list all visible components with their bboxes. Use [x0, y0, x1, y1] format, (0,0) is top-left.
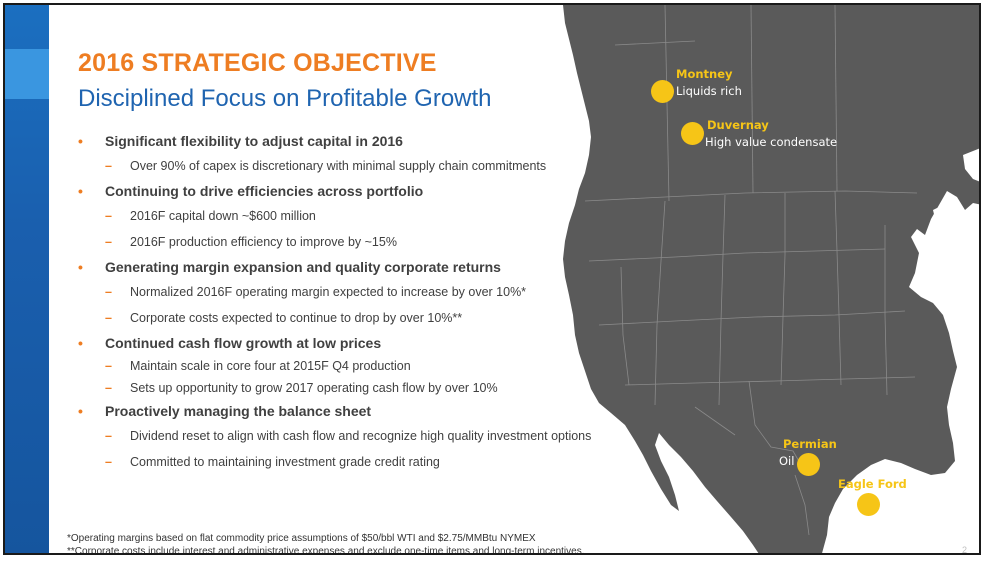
footnote-operating-margins: *Operating margins based on flat commodi…	[67, 533, 536, 544]
sub-bullet-text: 2016F production efficiency to improve b…	[130, 235, 397, 249]
dash-icon: –	[105, 159, 112, 173]
bullet-text: Significant flexibility to adjust capita…	[105, 133, 403, 149]
dash-icon: –	[105, 209, 112, 223]
duvernay-marker	[681, 122, 704, 145]
sub-bullet-list: – Normalized 2016F operating margin expec…	[78, 279, 591, 331]
bullet-dot-icon: •	[78, 335, 83, 351]
dash-icon: –	[105, 455, 112, 469]
eagle-ford-desc: Oil	[837, 494, 853, 508]
montney-desc: Liquids rich	[676, 84, 742, 98]
left-accent-highlight	[5, 49, 49, 99]
slide-title: 2016 STRATEGIC OBJECTIVE	[78, 49, 437, 77]
dash-icon: –	[105, 359, 112, 373]
sub-bullet-list: – Maintain scale in core four at 2015F Q4…	[78, 355, 591, 399]
sub-bullet-item: – 2016F production efficiency to improve …	[78, 229, 591, 255]
montney-marker	[651, 80, 674, 103]
bullet-text: Proactively managing the balance sheet	[105, 403, 372, 419]
slide-frame: 2016 STRATEGIC OBJECTIVE Disciplined Foc…	[3, 3, 981, 555]
sub-bullet-item: – Committed to maintaining investment gra…	[78, 449, 591, 475]
sub-bullet-text: Over 90% of capex is discretionary with …	[130, 159, 547, 173]
left-accent-bar	[5, 5, 49, 553]
footnote-corporate-costs: **Corporate costs include interest and a…	[67, 546, 585, 555]
bullet-text: Continued cash flow growth at low prices	[105, 335, 382, 351]
permian-desc: Oil	[779, 454, 795, 468]
duvernay-label: Duvernay	[707, 118, 769, 132]
state-borders	[584, 5, 918, 536]
sub-bullet-text: Corporate costs expected to continue to …	[130, 311, 463, 325]
eagle-ford-label: Eagle Ford	[838, 477, 907, 491]
sub-bullet-item: – 2016F capital down ~$600 million	[78, 203, 591, 229]
bullet-item: • Generating margin expansion and quality…	[78, 255, 591, 279]
bullet-item: • Significant flexibility to adjust capit…	[78, 129, 591, 153]
bullet-text: Continuing to drive efficiencies across …	[105, 183, 424, 199]
lake-michigan	[933, 205, 949, 255]
sub-bullet-item: – Dividend reset to align with cash flow …	[78, 423, 591, 449]
sub-bullet-list: – Dividend reset to align with cash flow …	[78, 423, 591, 475]
sub-bullet-text: 2016F capital down ~$600 million	[130, 209, 316, 223]
sub-bullet-text: Maintain scale in core four at 2015F Q4 …	[130, 359, 411, 373]
sub-bullet-text: Dividend reset to align with cash flow a…	[130, 429, 592, 443]
bullet-dot-icon: •	[78, 133, 83, 149]
dash-icon: –	[105, 429, 112, 443]
bullet-dot-icon: •	[78, 259, 83, 275]
bullet-dot-icon: •	[78, 183, 83, 199]
bullet-dot-icon: •	[78, 403, 83, 419]
north-america-map	[563, 5, 979, 553]
bullet-text: Generating margin expansion and quality …	[105, 259, 501, 275]
sub-bullet-text: Committed to maintaining investment grad…	[130, 455, 440, 469]
slide-subtitle: Disciplined Focus on Profitable Growth	[78, 85, 492, 112]
sub-bullet-item: – Sets up opportunity to grow 2017 operat…	[78, 377, 591, 399]
bullet-item: • Continuing to drive efficiencies across…	[78, 179, 591, 203]
sub-bullet-text: Normalized 2016F operating margin expect…	[130, 285, 527, 299]
bullet-list: • Significant flexibility to adjust capit…	[78, 129, 591, 475]
sub-bullet-text: Sets up opportunity to grow 2017 operati…	[130, 381, 498, 395]
permian-label: Permian	[783, 437, 837, 451]
dash-icon: –	[105, 235, 112, 249]
hudson-bay-notch	[963, 148, 979, 182]
duvernay-desc: High value condensate	[705, 135, 838, 149]
map-landmass	[563, 5, 979, 553]
bullet-item: • Continued cash flow growth at low price…	[78, 331, 591, 355]
eagle-ford-marker	[857, 493, 880, 516]
sub-bullet-list: – 2016F capital down ~$600 million – 2016F…	[78, 203, 591, 255]
sub-bullet-item: – Corporate costs expected to continue to…	[78, 305, 591, 331]
sub-bullet-item: – Over 90% of capex is discretionary with…	[78, 153, 591, 179]
page-number: 2	[962, 545, 968, 555]
dash-icon: –	[105, 381, 112, 395]
dash-icon: –	[105, 311, 112, 325]
dash-icon: –	[105, 285, 112, 299]
sub-bullet-list: – Over 90% of capex is discretionary with…	[78, 153, 591, 179]
montney-label: Montney	[676, 67, 733, 81]
sub-bullet-item: – Maintain scale in core four at 2015F Q4…	[78, 355, 591, 377]
permian-marker	[797, 453, 820, 476]
sub-bullet-item: – Normalized 2016F operating margin expec…	[78, 279, 591, 305]
bullet-item: • Proactively managing the balance sheet	[78, 399, 591, 423]
